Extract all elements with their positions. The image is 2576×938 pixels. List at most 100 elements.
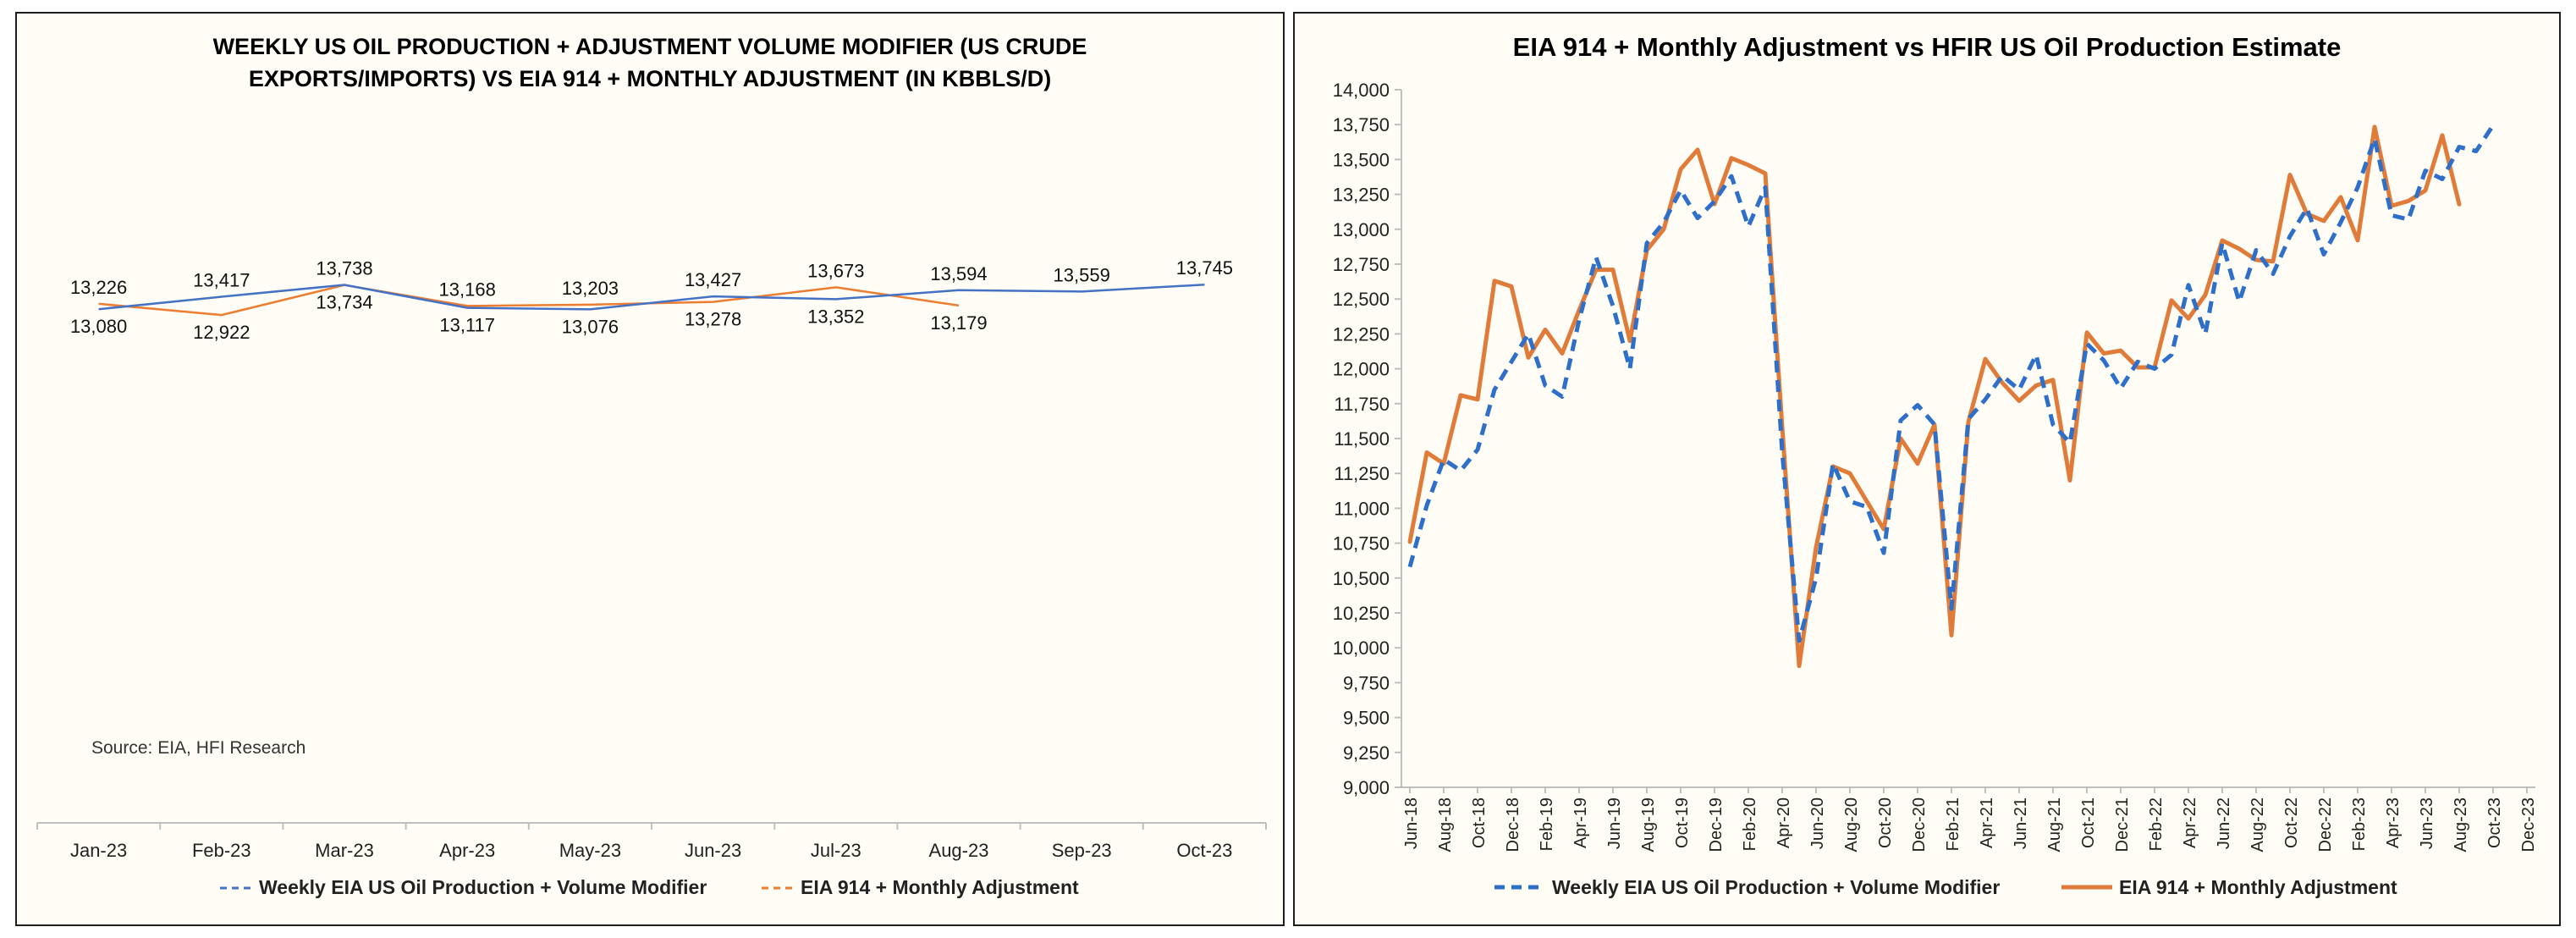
y-tick-label: 11,750 (1334, 394, 1390, 415)
x-tick-label-jun-23: Jun-23 (2418, 797, 2436, 849)
x-tick-label-jun-22: Jun-22 (2215, 797, 2233, 849)
x-tick-label-apr-19: Apr-19 (1571, 797, 1590, 848)
y-tick-label: 12,000 (1333, 359, 1390, 380)
data-label: 13,168 (439, 279, 496, 300)
data-label: 13,745 (1176, 257, 1233, 279)
y-tick-label: 14,000 (1333, 80, 1390, 101)
x-tick-label-aug-19: Aug-19 (1639, 797, 1658, 852)
x-tick-label-apr-23: Apr-23 (2384, 797, 2403, 848)
x-tick-label-oct-18: Oct-18 (1470, 797, 1489, 848)
data-label: 13,076 (562, 316, 619, 337)
y-tick-label: 9,500 (1343, 708, 1390, 729)
x-tick-label-dec-23: Dec-23 (2519, 797, 2538, 852)
x-tick-label-aug-23: Aug-23 (2452, 797, 2470, 852)
data-label: 13,278 (685, 309, 741, 330)
x-tick-label-oct-23: Oct-23 (2485, 797, 2504, 848)
x-tick-label-dec-20: Dec-20 (1910, 797, 1929, 852)
x-tick-label-jun-19: Jun-19 (1605, 797, 1624, 849)
left-chart-panel: WEEKLY US OIL PRODUCTION + ADJUSTMENT VO… (15, 12, 1285, 926)
y-tick-label: 10,750 (1333, 533, 1390, 555)
data-label: 13,179 (930, 312, 987, 334)
y-tick-label: 13,500 (1333, 149, 1390, 170)
data-label: 13,352 (807, 306, 864, 327)
x-tick-label-sep-23: Sep-23 (1052, 840, 1112, 861)
x-tick-label-oct-21: Oct-21 (2079, 797, 2098, 848)
source-note: Source: EIA, HFI Research (91, 738, 306, 758)
series-line-eia-914-monthly-adjustment (98, 284, 960, 317)
x-tick-label-may-23: May-23 (559, 840, 621, 861)
data-label: 13,559 (1054, 264, 1110, 285)
x-tick-label-oct-23: Oct-23 (1176, 840, 1232, 861)
y-tick-label: 12,750 (1333, 254, 1390, 275)
x-tick-label-mar-23: Mar-23 (315, 840, 374, 861)
x-tick-label-feb-23: Feb-23 (2350, 797, 2369, 851)
x-tick-label-aug-18: Aug-18 (1436, 797, 1455, 852)
left-chart-title: WEEKLY US OIL PRODUCTION + ADJUSTMENT VO… (17, 30, 1283, 95)
y-tick-label: 10,000 (1333, 637, 1390, 659)
x-tick-label-apr-22: Apr-22 (2181, 797, 2199, 848)
x-tick-label-dec-21: Dec-21 (2113, 797, 2132, 852)
x-tick-label-oct-22: Oct-22 (2282, 797, 2301, 848)
y-tick-label: 9,750 (1343, 672, 1390, 693)
x-tick-label-jun-18: Jun-18 (1402, 797, 1421, 849)
data-label: 13,734 (316, 292, 372, 313)
x-tick-label-apr-21: Apr-21 (1978, 797, 1996, 848)
y-tick-label: 9,000 (1343, 777, 1390, 798)
data-label: 13,427 (685, 269, 741, 290)
legend-label-weekly-eia-us-oil-production-volume-modifier: Weekly EIA US Oil Production + Volume Mo… (1552, 876, 2000, 898)
y-tick-label: 13,250 (1333, 185, 1390, 206)
right-chart-panel: EIA 914 + Monthly Adjustment vs HFIR US … (1293, 12, 2561, 926)
data-label: 13,673 (807, 260, 864, 281)
x-tick-label-aug-21: Aug-21 (2045, 797, 2064, 852)
data-label: 13,417 (193, 270, 250, 291)
x-tick-label-aug-20: Aug-20 (1842, 797, 1861, 852)
legend-label-eia-914-monthly-adjustment: EIA 914 + Monthly Adjustment (2119, 876, 2397, 898)
data-label: 12,922 (193, 322, 250, 343)
data-label: 13,738 (316, 258, 372, 279)
x-tick-label-feb-20: Feb-20 (1741, 797, 1759, 851)
y-tick-label: 11,250 (1334, 463, 1390, 484)
right-chart-plot: 9,000 9,250 9,500 9,750 10,000 10,250 10,500 10… (1333, 80, 2538, 898)
x-tick-label-feb-21: Feb-21 (1944, 797, 1962, 851)
y-tick-label: 9,250 (1343, 742, 1390, 764)
left-chart-title-line-2: EXPORTS/IMPORTS) VS EIA 914 + MONTHLY AD… (248, 66, 1052, 91)
left-chart-plot: Jan-23 Feb-23 Mar-23 Apr-23 May-23 Jun-23 Jul-… (36, 257, 1267, 898)
series-line-eia-914-monthly-adjustment (1407, 124, 2462, 669)
x-tick-label-dec-19: Dec-19 (1707, 797, 1726, 852)
x-tick-label-jun-20: Jun-20 (1808, 797, 1827, 849)
x-tick-label-feb-23: Feb-23 (192, 840, 251, 861)
y-tick-label: 12,500 (1333, 289, 1390, 310)
y-tick-label: 13,000 (1333, 219, 1390, 240)
legend-label-eia-914-monthly-adjustment: EIA 914 + Monthly Adjustment (801, 876, 1079, 898)
x-tick-label-oct-19: Oct-19 (1673, 797, 1692, 848)
series-line-weekly-eia-us-oil-production-volume-modifier (1407, 124, 2496, 643)
x-tick-label-apr-23: Apr-23 (439, 840, 495, 861)
x-tick-label-jun-23: Jun-23 (685, 840, 741, 861)
x-tick-label-jan-23: Jan-23 (70, 840, 127, 861)
x-tick-label-feb-19: Feb-19 (1538, 797, 1556, 851)
y-tick-label: 10,250 (1333, 603, 1390, 624)
left-chart-title-line-1: WEEKLY US OIL PRODUCTION + ADJUSTMENT VO… (212, 34, 1087, 59)
legend-label-weekly-eia-us-oil-production-volume-modifier: Weekly EIA US Oil Production + Volume Mo… (259, 876, 707, 898)
x-tick-label-jul-23: Jul-23 (811, 840, 861, 861)
y-tick-label: 11,000 (1334, 498, 1390, 519)
data-label: 13,594 (930, 263, 987, 284)
y-tick-label: 10,500 (1333, 568, 1390, 589)
y-tick-label: 13,750 (1333, 114, 1390, 135)
x-tick-label-aug-23: Aug-23 (929, 840, 989, 861)
data-label: 13,117 (439, 315, 495, 336)
x-tick-label-jun-21: Jun-21 (2012, 797, 2030, 849)
x-tick-label-dec-18: Dec-18 (1504, 797, 1522, 852)
y-tick-label: 11,500 (1334, 428, 1390, 450)
y-tick-label: 12,250 (1333, 323, 1390, 345)
x-tick-label-feb-22: Feb-22 (2147, 797, 2166, 851)
x-tick-label-aug-22: Aug-22 (2248, 797, 2267, 852)
data-label: 13,203 (562, 278, 619, 299)
data-label: 13,080 (70, 316, 127, 337)
x-tick-label-oct-20: Oct-20 (1876, 797, 1895, 848)
right-chart-title: EIA 914 + Monthly Adjustment vs HFIR US … (1512, 32, 2342, 62)
series-line-weekly-eia-us-oil-production-volume-modifier (98, 283, 1205, 311)
x-tick-label-dec-22: Dec-22 (2316, 797, 2335, 852)
data-label: 13,226 (70, 277, 127, 298)
x-tick-label-apr-20: Apr-20 (1775, 797, 1793, 848)
